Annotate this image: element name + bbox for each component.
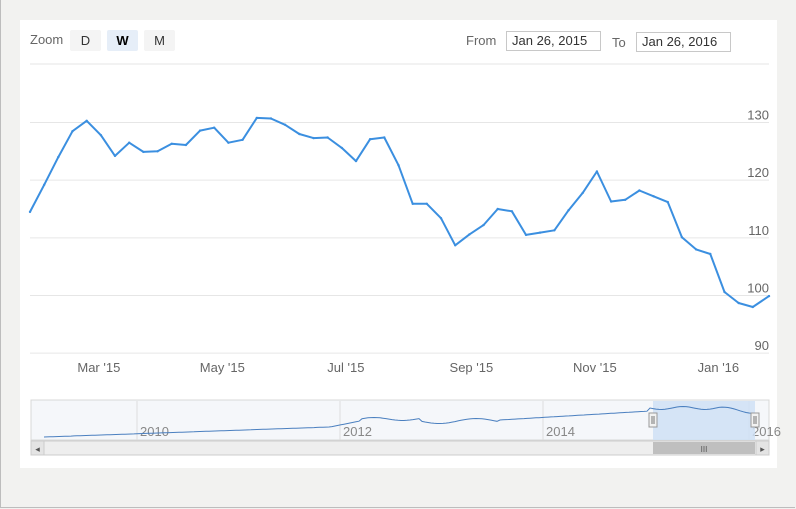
navigator-year-label: 2010 [140, 424, 169, 439]
from-label: From [466, 33, 497, 48]
data-point [496, 207, 499, 211]
data-point [482, 223, 485, 227]
navigator-right-handle[interactable] [750, 412, 760, 428]
x-tick-label: May '15 [200, 360, 245, 375]
data-point [468, 233, 471, 236]
data-point [652, 195, 655, 198]
data-point [354, 159, 358, 163]
navigator-selected-series [652, 405, 755, 414]
x-tick-label: Nov '15 [573, 360, 617, 375]
data-point [397, 164, 400, 167]
data-point [213, 126, 216, 129]
x-tick-label: Mar '15 [77, 360, 120, 375]
navigator-year-label: 2012 [343, 424, 372, 439]
to-label: To [612, 35, 626, 50]
to-date-input[interactable] [636, 32, 731, 52]
data-point [142, 150, 145, 154]
data-point [170, 142, 173, 145]
x-tick-label: Sep '15 [450, 360, 494, 375]
navigator-series-line [43, 405, 755, 438]
data-point [43, 183, 46, 186]
zoom-week-button[interactable]: W [107, 30, 138, 51]
scrollbar-thumb[interactable] [653, 442, 755, 454]
scroll-right-button[interactable] [755, 440, 770, 456]
data-point [666, 200, 669, 204]
y-tick-label: 100 [747, 281, 769, 296]
data-point [624, 198, 627, 201]
data-point [255, 116, 258, 120]
data-point [312, 136, 315, 140]
scroll-left-button[interactable] [30, 440, 45, 456]
data-point [737, 301, 740, 305]
x-axis-labels: Mar '15 May '15 Jul '15 Sep '15 Nov '15 Jan '… [77, 360, 739, 375]
data-point [439, 217, 443, 220]
data-point [595, 170, 599, 173]
navigator-year-labels: 2010 2012 2014 2016 [140, 424, 781, 439]
x-tick-label: Jul '15 [327, 360, 364, 375]
data-point [638, 189, 641, 192]
data-point [581, 191, 584, 195]
y-tick-label: 120 [747, 165, 769, 180]
data-point [553, 229, 556, 232]
data-point [539, 231, 542, 234]
data-point [524, 233, 528, 237]
y-axis-labels: 90 100 110 120 130 [747, 108, 769, 354]
data-point [723, 290, 726, 294]
scrollbar-grip-icon: III [701, 445, 708, 454]
navigator-year-label: 2016 [752, 424, 781, 439]
data-point [241, 138, 244, 141]
from-date-input[interactable] [506, 31, 601, 51]
data-point [340, 146, 343, 150]
data-point [767, 294, 771, 298]
data-point [425, 202, 428, 205]
y-tick-label: 90 [755, 338, 769, 353]
data-point [198, 129, 202, 132]
data-point [368, 138, 372, 141]
data-point [156, 150, 159, 153]
data-point [85, 119, 88, 123]
data-point [609, 200, 613, 203]
data-point [298, 132, 301, 136]
zoom-label: Zoom [30, 32, 64, 47]
data-point [184, 143, 188, 147]
data-point [694, 248, 698, 251]
data-point [71, 130, 74, 133]
x-tick-label: Jan '16 [698, 360, 740, 375]
scroll-right-arrow-icon: ▸ [760, 444, 765, 454]
price-series-line[interactable] [29, 116, 770, 308]
navigator-selection[interactable] [653, 401, 755, 440]
grid-lines [30, 122, 769, 354]
navigator-year-label: 2014 [546, 424, 575, 439]
data-point [326, 136, 329, 139]
data-point [99, 134, 103, 137]
data-point [383, 136, 386, 139]
zoom-month-button[interactable]: M [144, 30, 175, 51]
data-point [567, 209, 570, 212]
y-tick-label: 130 [747, 108, 769, 123]
data-point [113, 154, 117, 158]
y-tick-label: 110 [748, 223, 769, 238]
data-point [709, 252, 712, 256]
zoom-day-button[interactable]: D [70, 30, 101, 51]
data-point [411, 202, 414, 205]
data-point [269, 117, 273, 120]
data-point [680, 236, 684, 239]
data-point [128, 141, 131, 144]
data-point [227, 141, 230, 144]
data-point [454, 244, 457, 247]
data-point [57, 155, 60, 159]
navigator-left-handle[interactable] [648, 412, 658, 428]
data-point [28, 210, 32, 214]
scroll-left-arrow-icon: ◂ [35, 444, 40, 454]
series-group [28, 116, 771, 309]
data-point [283, 123, 287, 127]
data-point [751, 305, 754, 309]
chart-panel [20, 20, 777, 468]
data-point [510, 210, 514, 213]
